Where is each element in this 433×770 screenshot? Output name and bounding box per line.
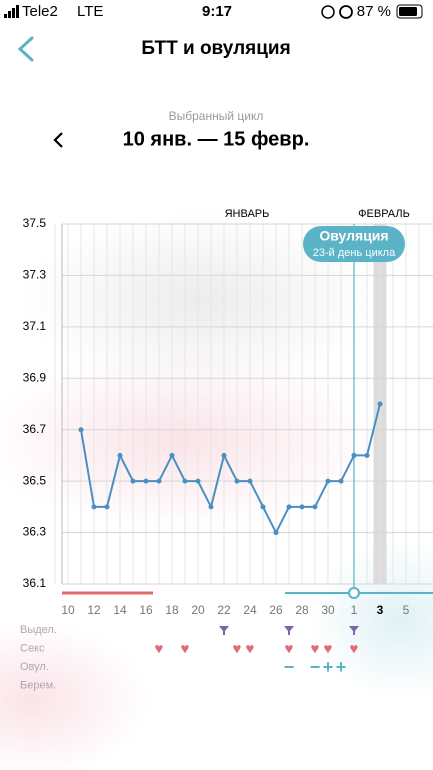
temperature-point [351,452,357,458]
row-label: Овул. [20,661,49,673]
signal [4,5,19,18]
ovulation-badge [303,226,405,262]
x-tick-label: 16 [139,603,153,617]
temperature-point [377,401,383,407]
temperature-point [312,504,318,510]
network: LTE [77,3,103,20]
x-tick-label: 18 [165,603,179,617]
row-label: Выдел. [20,624,57,636]
temperature-point [234,478,240,484]
bg-blob [0,350,380,530]
row-mark: + [336,657,347,677]
discharge-icon [284,626,294,635]
cycle-caption: Выбранный цикл [169,109,264,123]
temperature-point [169,452,175,458]
temperature-point [117,452,123,458]
bg-blob [0,620,150,770]
row-mark: ♥ [324,640,333,657]
x-tick-label: 12 [87,603,101,617]
back-button[interactable] [17,36,34,62]
temperature-point [273,530,279,536]
temperature-point [260,504,266,510]
row-mark: ♥ [311,640,320,657]
time: 9:17 [202,3,232,20]
temperature-point [325,478,331,484]
y-tick-label: 37.1 [23,319,47,333]
temperature-point [91,504,97,510]
x-tick-label: 24 [243,603,257,617]
x-tick-label: 10 [61,603,75,617]
x-tick-label: 5 [403,603,410,617]
temperature-point [130,478,136,484]
row-mark: ♥ [233,640,242,657]
prev-cycle[interactable] [53,132,63,148]
battery [396,4,423,19]
y-tick-label: 36.9 [23,370,47,384]
temperature-point [364,452,370,458]
x-tick-label: 1 [351,603,358,617]
discharge-icon [349,626,359,635]
y-tick-label: 37.5 [23,216,47,230]
temperature-point [286,504,292,510]
month-label: ЯНВАРЬ [225,208,270,220]
temperature-point [299,504,305,510]
x-tick-label: 3 [377,603,384,617]
row-mark: − [284,657,295,677]
x-tick-label: 14 [113,603,127,617]
row-mark: ♥ [155,640,164,657]
temperature-point [78,427,84,433]
row-label: Секс [20,642,45,654]
temperature-point [156,478,162,484]
cycle-range: 10 янв. — 15 февр. [123,128,310,150]
temperature-point [208,504,214,510]
x-tick-label: 28 [295,603,309,617]
temperature-point [104,504,110,510]
row-label: Берем. [20,679,56,691]
ovulation-sublabel: 23-й день цикла [313,247,396,259]
temperature-point [195,478,201,484]
page-title: БТТ и овуляция [141,38,290,59]
battery-fill [399,7,417,16]
month-label: ФЕВРАЛЬ [358,208,410,220]
row-mark: ♥ [246,640,255,657]
temperature-point [182,478,188,484]
y-tick-label: 36.3 [23,525,47,539]
y-tick-label: 36.5 [23,473,47,487]
discharge-icon [219,626,229,635]
ovulation-marker [348,587,360,599]
alarm [339,5,353,19]
battery-level: 87 % [357,3,391,20]
temperature-point [338,478,344,484]
y-tick-label: 37.3 [23,268,47,282]
row-mark: ♥ [285,640,294,657]
x-tick-label: 26 [269,603,283,617]
x-tick-label: 20 [191,603,205,617]
x-tick-label: 22 [217,603,231,617]
row-mark: − [310,657,321,677]
y-tick-label: 36.7 [23,422,47,436]
row-mark: + [323,657,334,677]
row-mark: ♥ [350,640,359,657]
y-tick-label: 36.1 [23,576,47,590]
temperature-point [221,452,227,458]
ovulation-label: Овуляция [319,228,388,244]
bg-blob [20,210,380,390]
temperature-point [143,478,149,484]
x-tick-label: 30 [321,603,335,617]
rotation-lock [321,5,335,19]
carrier: Tele2 [22,3,58,20]
row-mark: ♥ [181,640,190,657]
temperature-point [247,478,253,484]
